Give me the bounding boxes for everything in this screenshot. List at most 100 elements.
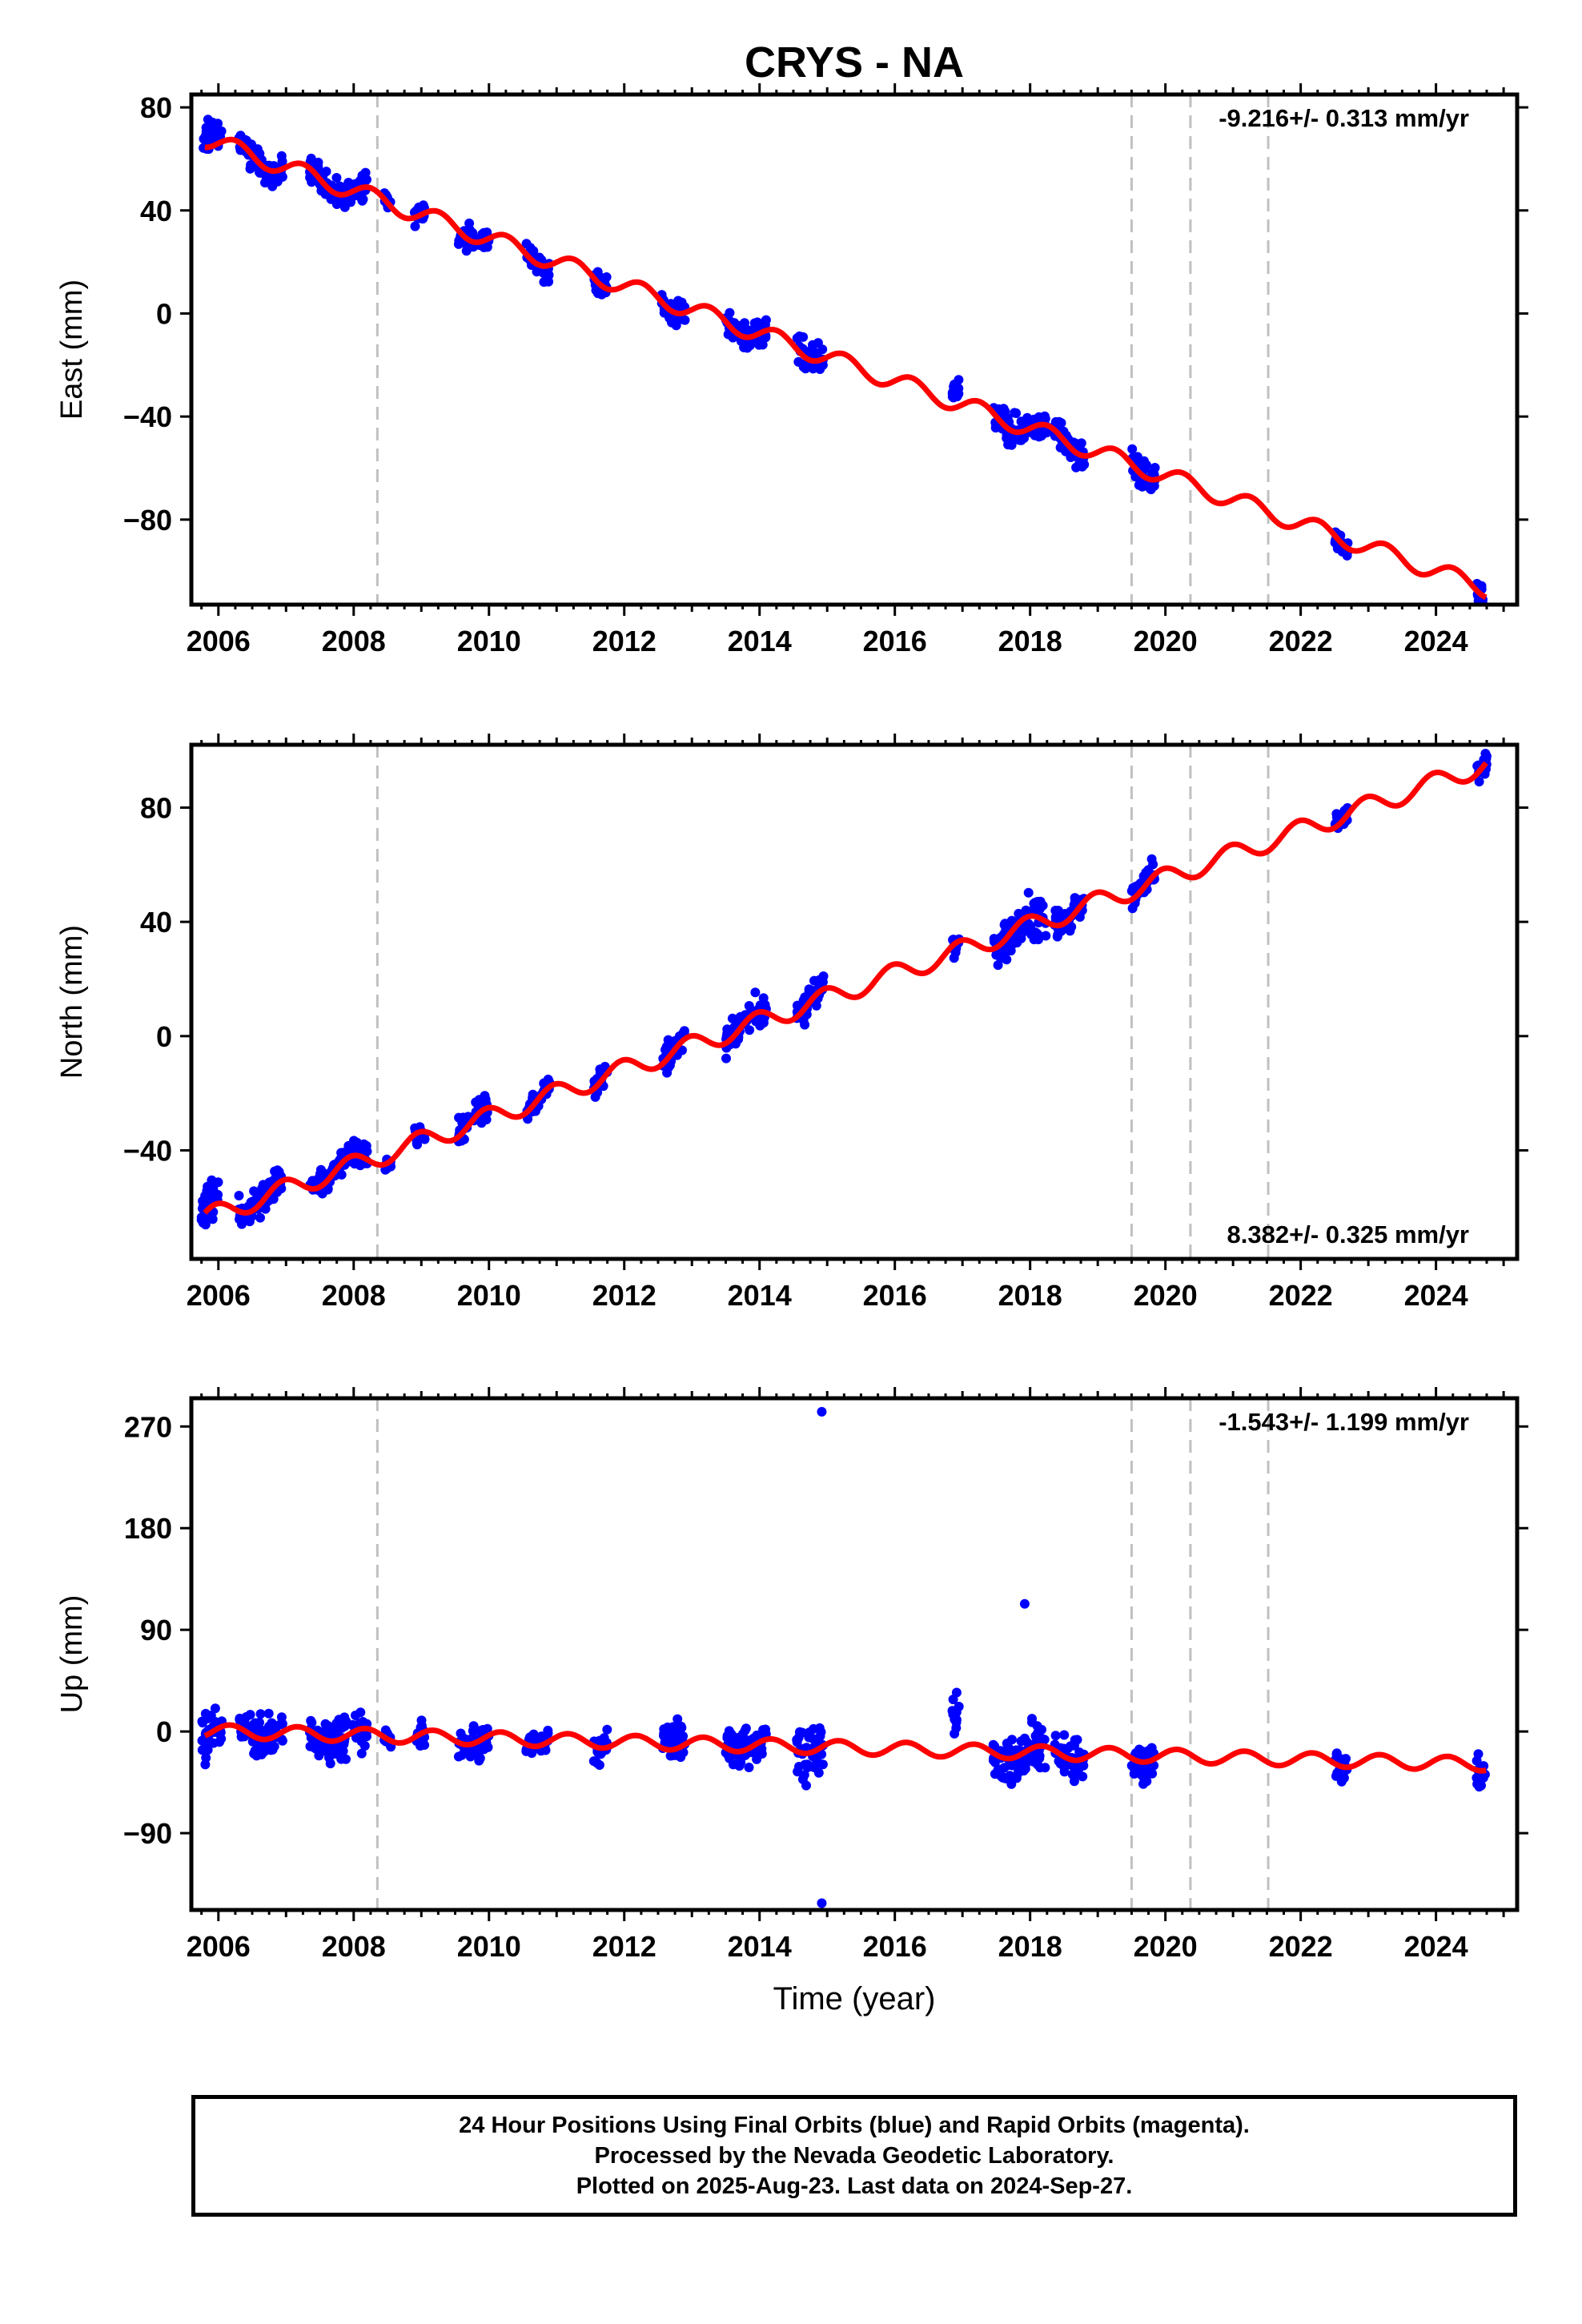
data-point <box>673 1714 683 1724</box>
footer-line-3: Plotted on 2025-Aug-23. Last data on 202… <box>576 2173 1133 2199</box>
y-tick-label: 80 <box>140 91 172 124</box>
data-point <box>307 1177 318 1188</box>
data-point <box>668 1722 678 1732</box>
x-axis-label: Time (year) <box>773 1981 936 2016</box>
plot-frame <box>189 92 1520 607</box>
data-point <box>662 1068 673 1078</box>
velocity-annotation: -1.543+/- 1.199 mm/yr <box>1219 1408 1469 1436</box>
x-tick-label: 2006 <box>187 1930 251 1963</box>
x-tick-label: 2010 <box>457 1279 521 1312</box>
data-points <box>197 1406 1490 1908</box>
data-point <box>757 1749 767 1759</box>
data-point <box>1474 1782 1484 1792</box>
data-point <box>1055 1759 1066 1769</box>
data-point <box>734 1735 745 1744</box>
data-point <box>599 1733 609 1743</box>
data-point <box>721 1053 731 1063</box>
velocity-annotation: 8.382+/- 0.325 mm/yr <box>1227 1220 1469 1248</box>
chart-title: CRYS - NA <box>745 38 964 86</box>
data-point <box>725 308 735 318</box>
x-tick-label: 2012 <box>592 1930 656 1963</box>
data-point <box>416 1720 427 1731</box>
data-point <box>761 332 771 343</box>
data-point <box>1041 931 1051 941</box>
data-point <box>355 1707 366 1718</box>
data-point <box>1035 903 1045 914</box>
data-point <box>800 1759 810 1770</box>
data-point <box>988 1739 998 1750</box>
data-point <box>1070 1735 1080 1745</box>
data-point <box>1332 544 1343 553</box>
data-point <box>1050 416 1061 427</box>
data-point <box>410 221 420 231</box>
data-point <box>480 1092 490 1103</box>
data-point <box>260 178 270 188</box>
data-point <box>331 173 342 183</box>
data-point <box>197 1716 207 1727</box>
data-point <box>241 1712 251 1722</box>
data-point <box>1019 1733 1030 1743</box>
data-point <box>200 1708 211 1719</box>
y-tick-label: 80 <box>140 791 172 824</box>
data-point <box>360 167 371 178</box>
data-point <box>727 1730 737 1740</box>
model-fit-line <box>204 136 1488 601</box>
data-point <box>323 1729 333 1739</box>
data-point <box>255 1212 265 1223</box>
plot-frame <box>189 742 1520 1261</box>
footer-line-1: 24 Hour Positions Using Final Orbits (bl… <box>459 2113 1250 2138</box>
data-point <box>727 1013 737 1023</box>
data-point <box>817 1749 827 1759</box>
data-point <box>1034 1753 1045 1763</box>
data-point <box>753 317 762 328</box>
data-point <box>1027 1714 1037 1724</box>
y-tick-label: 0 <box>156 1715 172 1748</box>
y-axis-label: North (mm) <box>55 925 89 1079</box>
data-point <box>737 1752 747 1762</box>
data-point <box>250 1746 260 1756</box>
data-point <box>339 202 350 212</box>
data-point <box>201 1753 211 1763</box>
x-tick-label: 2020 <box>1134 1930 1198 1963</box>
data-point <box>660 1738 670 1748</box>
data-point <box>234 1191 244 1200</box>
data-point <box>1139 462 1150 472</box>
data-point <box>525 1732 536 1742</box>
data-point <box>1144 1763 1154 1774</box>
data-point <box>676 1721 686 1731</box>
x-tick-label: 2008 <box>322 625 386 657</box>
data-point <box>948 1695 958 1705</box>
data-points <box>199 115 1488 605</box>
data-point <box>521 239 532 249</box>
y-tick-label: −90 <box>123 1817 172 1850</box>
data-point <box>543 1725 553 1735</box>
x-tick-label: 2016 <box>863 1279 927 1312</box>
y-tick-label: 0 <box>156 1020 172 1053</box>
data-point <box>539 1079 549 1088</box>
y-tick-label: 180 <box>124 1512 172 1545</box>
data-point <box>602 1724 612 1735</box>
x-tick-label: 2020 <box>1134 1279 1198 1312</box>
data-point <box>740 1725 750 1735</box>
data-point <box>474 1755 484 1766</box>
data-point <box>323 1184 333 1195</box>
data-point <box>1476 581 1487 591</box>
data-point <box>1031 928 1041 939</box>
data-point <box>993 1765 1003 1775</box>
data-point <box>792 333 802 344</box>
data-point <box>814 1723 825 1733</box>
data-point <box>210 1703 220 1714</box>
x-tick-label: 2006 <box>187 625 251 657</box>
data-point <box>1481 751 1492 762</box>
y-tick-label: −80 <box>123 504 172 537</box>
up-panel: 2006 2008 2010 2012 2014 2016 2018 2020 2022 2024… <box>55 1387 1528 2016</box>
data-point <box>255 1717 264 1727</box>
data-point <box>272 1165 283 1176</box>
data-point <box>352 1138 363 1148</box>
data-point <box>1148 859 1158 870</box>
data-point <box>260 1204 271 1214</box>
data-point <box>202 1737 212 1747</box>
data-point <box>1010 408 1020 418</box>
x-tick-label: 2024 <box>1404 1930 1468 1963</box>
